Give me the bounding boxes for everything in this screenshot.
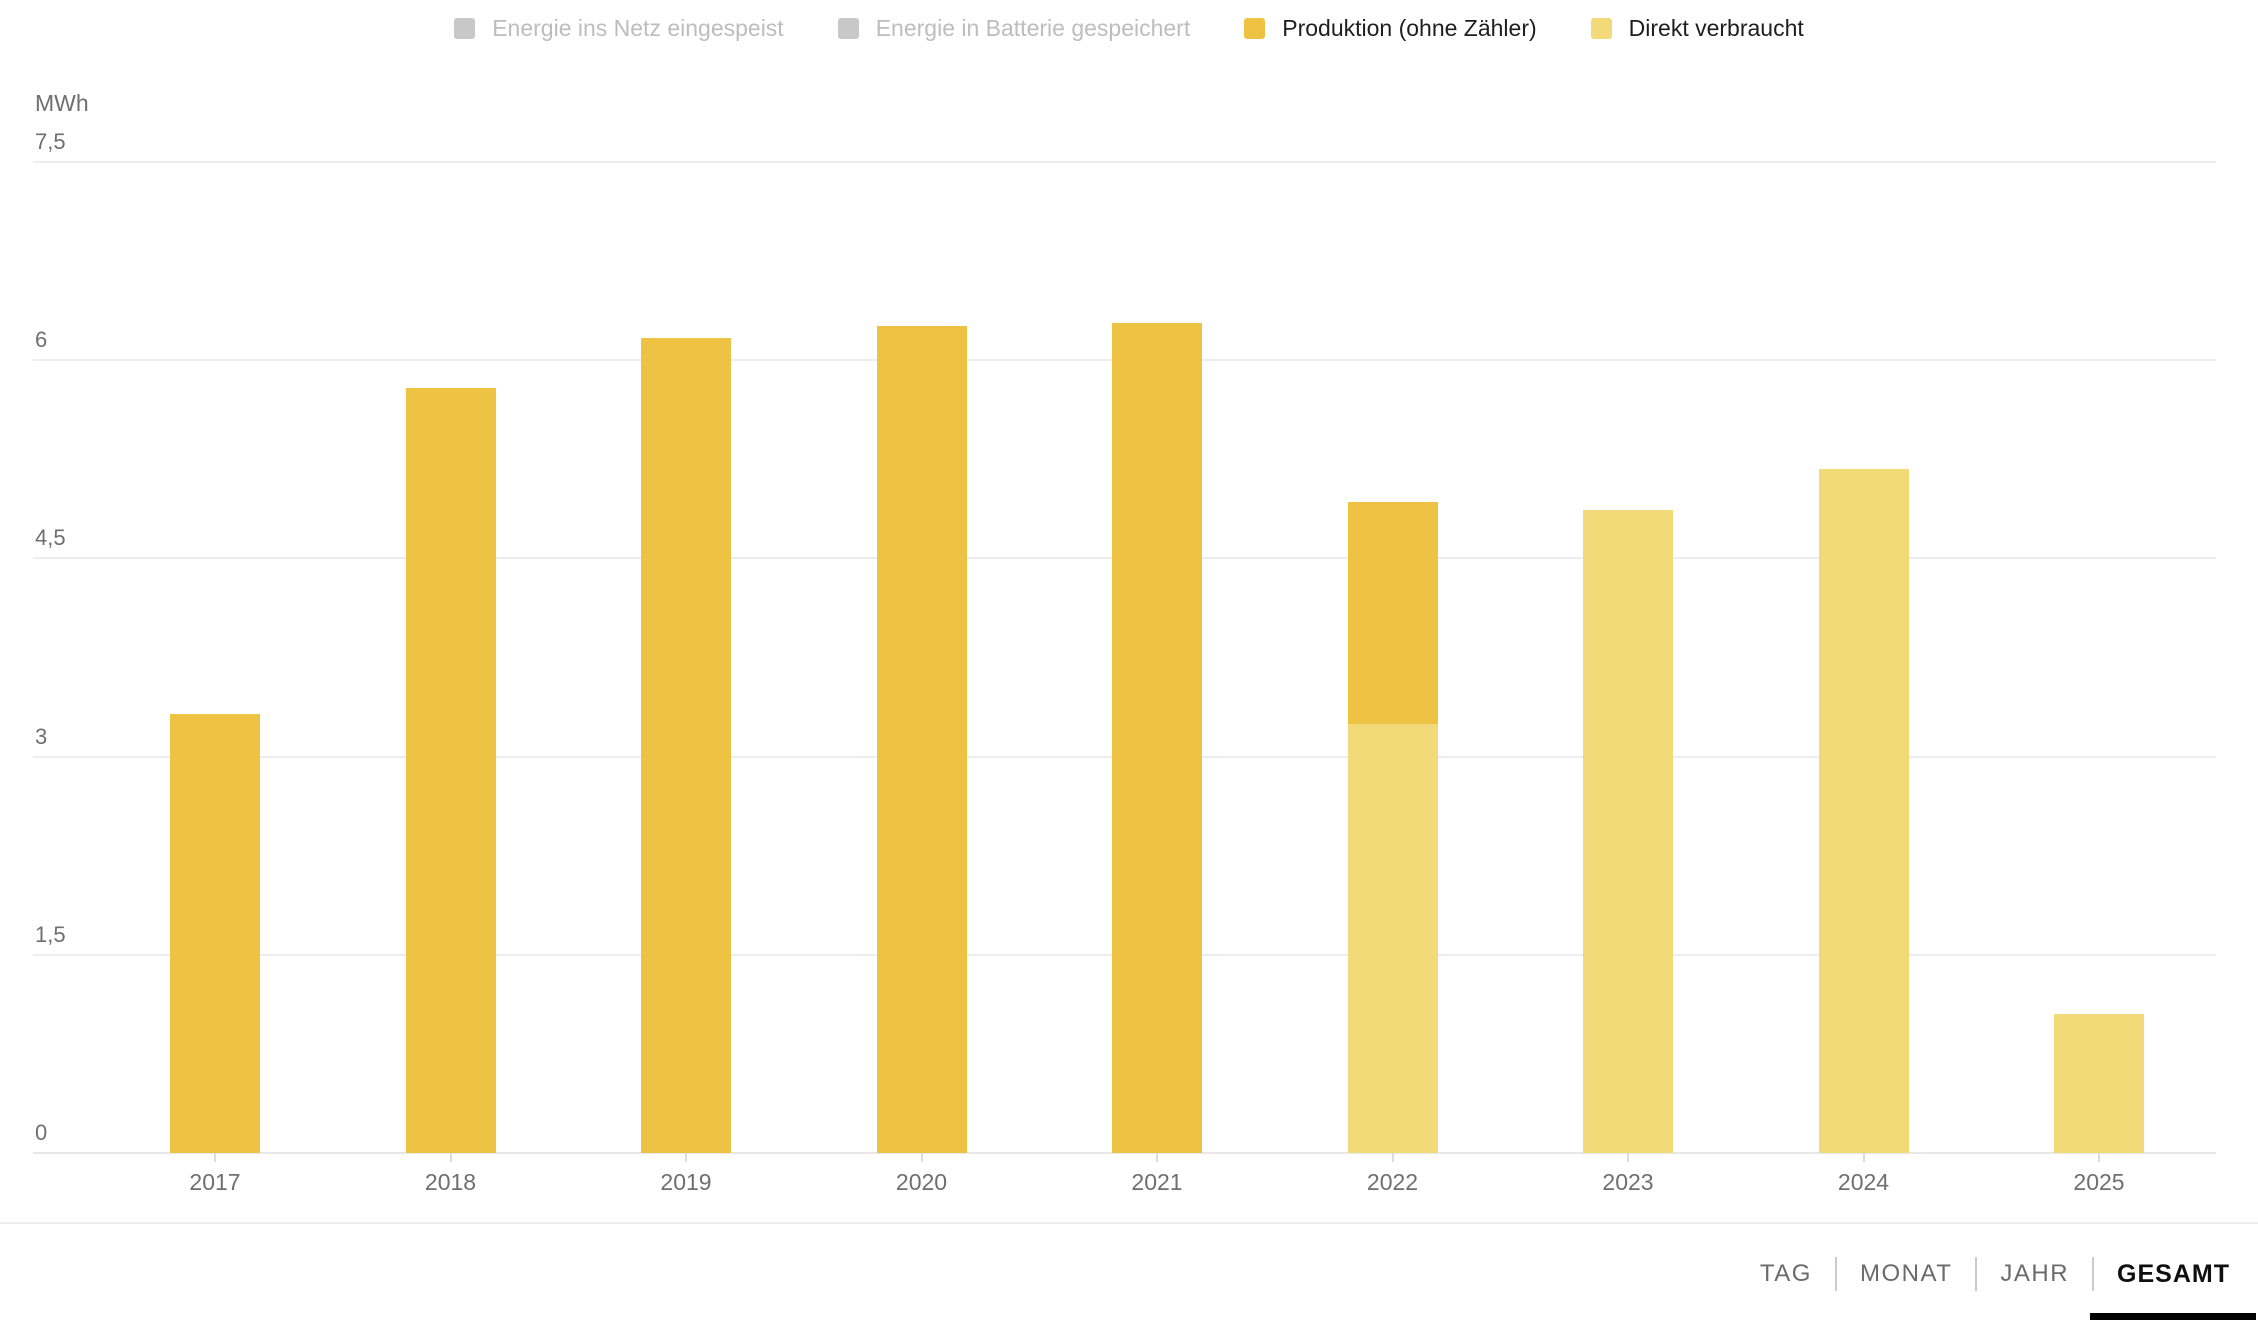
bar-segment-direkt-verbraucht (1583, 509, 1673, 1153)
x-category-label-2017: 2017 (189, 1169, 241, 1195)
tab-separator (1975, 1257, 1978, 1291)
legend-swatch-icon (454, 17, 476, 39)
tab-gesamt[interactable]: GESAMT (2117, 1259, 2230, 1288)
y-tick-label: 0 (35, 1120, 48, 1145)
tab-monat[interactable]: MONAT (1859, 1260, 1953, 1287)
legend-item-direkt-verbraucht[interactable]: Direkt verbraucht (1590, 14, 1804, 42)
tab-separator (2092, 1257, 2095, 1291)
x-axis-tick (685, 1153, 687, 1162)
x-category-label-2025: 2025 (2073, 1169, 2125, 1195)
bar-segment-direkt-verbraucht (2054, 1014, 2144, 1153)
legend-item-energie-ins-netz-eingespeist[interactable]: Energie ins Netz eingespeist (454, 14, 784, 42)
legend-swatch-icon (837, 17, 859, 39)
bar-2020[interactable] (876, 325, 967, 1153)
y-tick-label: 1,5 (35, 921, 66, 947)
bar-2021[interactable] (1112, 323, 1202, 1153)
tab-jahr[interactable]: JAHR (2000, 1260, 2070, 1287)
bottom-right-black-bar (2090, 1313, 2256, 1320)
legend-item-energie-in-batterie-gespeichert[interactable]: Energie in Batterie gespeichert (837, 14, 1191, 42)
footer-divider (0, 1222, 2258, 1224)
y-tick-label: 6 (35, 327, 48, 353)
x-axis-tick (1156, 1153, 1158, 1162)
x-category-label-2024: 2024 (1837, 1169, 1890, 1195)
bar-segment-produktion (876, 325, 967, 1153)
legend-item-label: Direkt verbraucht (1628, 15, 1804, 41)
legend-swatch-icon (1590, 17, 1612, 39)
bar-2023[interactable] (1583, 509, 1673, 1153)
bar-2017[interactable] (170, 714, 260, 1153)
bar-segment-produktion (1347, 501, 1438, 724)
legend-item-label: Energie in Batterie gespeichert (875, 15, 1191, 41)
x-category-label-2020: 2020 (895, 1169, 948, 1195)
bar-segment-produktion (405, 387, 496, 1153)
x-axis-tick (214, 1153, 216, 1162)
x-category-label-2021: 2021 (1131, 1169, 1183, 1195)
x-axis-tick (1862, 1153, 1865, 1162)
legend-swatch-icon (1244, 17, 1266, 39)
bar-2024[interactable] (1818, 468, 1909, 1153)
bar-2025[interactable] (2054, 1014, 2144, 1153)
legend-item-produktion-ohne-zahler[interactable]: Produktion (ohne Zähler) (1244, 14, 1537, 42)
tab-tag[interactable]: TAG (1759, 1260, 1812, 1287)
x-axis-tick (920, 1153, 923, 1162)
x-category-label-2019: 2019 (660, 1169, 712, 1195)
x-axis-tick (1391, 1153, 1394, 1162)
bar-segment-produktion (170, 714, 260, 1153)
gridline-0 (33, 1152, 2216, 1154)
gridline-7-5 (33, 161, 2216, 164)
time-range-tabs: TAG MONAT JAHR GESAMT (1760, 1252, 2230, 1296)
y-tick-label: 3 (35, 723, 48, 749)
bar-2022[interactable] (1347, 501, 1438, 1153)
y-tick-label: 4,5 (35, 525, 66, 551)
legend-item-label: Produktion (ohne Zähler) (1282, 15, 1537, 41)
bar-segment-produktion (1112, 323, 1202, 1153)
tab-separator (1834, 1257, 1837, 1291)
bar-segment-direkt-verbraucht (1818, 468, 1909, 1153)
x-axis-tick (449, 1153, 452, 1162)
chart-legend: Energie ins Netz eingespeist Energie in B… (0, 14, 2258, 42)
y-axis-unit-label: MWh (35, 90, 89, 116)
x-category-label-2023: 2023 (1602, 1169, 1654, 1195)
bar-2018[interactable] (405, 387, 496, 1153)
bar-2019[interactable] (641, 337, 731, 1153)
x-axis-tick (1627, 1153, 1629, 1162)
x-category-label-2018: 2018 (424, 1169, 477, 1195)
bar-segment-direkt-verbraucht (1347, 723, 1438, 1153)
x-axis-tick (2098, 1153, 2100, 1162)
x-category-label-2022: 2022 (1366, 1169, 1419, 1195)
y-tick-label: 7,5 (35, 129, 66, 155)
legend-item-label: Energie ins Netz eingespeist (492, 15, 784, 41)
bar-segment-produktion (641, 337, 731, 1153)
